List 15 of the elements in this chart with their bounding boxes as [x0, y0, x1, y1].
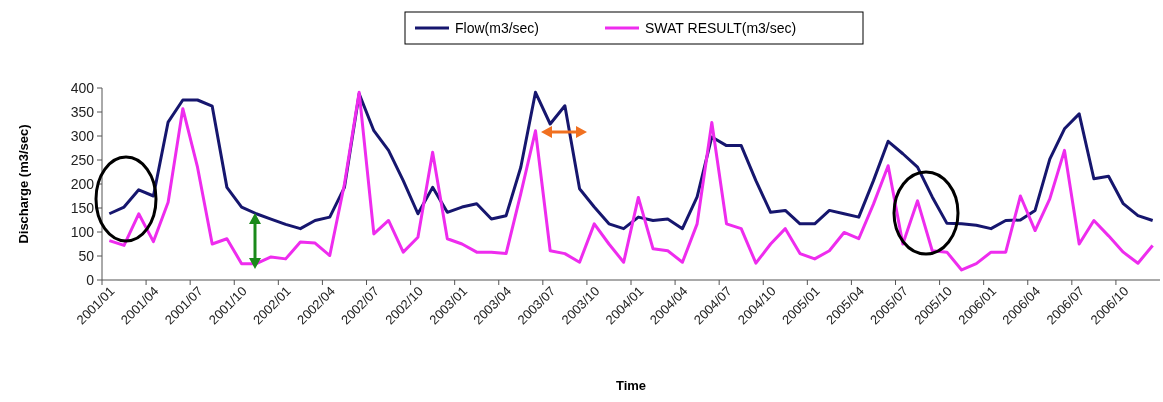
y-tick-label: 100 [70, 223, 95, 240]
y-tick-label: 50 [78, 247, 95, 264]
x-axis-title: Time [615, 378, 647, 393]
y-tick-label: 250 [70, 151, 95, 168]
y-tick-label: 350 [70, 103, 95, 120]
y-tick-label: 200 [70, 175, 95, 192]
y-tick-label: 150 [70, 199, 95, 216]
legend-label: Flow(m3/sec) [455, 19, 540, 36]
y-tick-label: 0 [86, 271, 95, 288]
line-series [107, 90, 1155, 231]
line-series [107, 90, 1155, 272]
legend-label: SWAT RESULT(m3/sec) [645, 19, 797, 36]
y-tick-label: 400 [70, 79, 95, 96]
y-axis-title: Discharge (m3/sec) [16, 124, 31, 244]
y-tick-label: 300 [70, 127, 95, 144]
